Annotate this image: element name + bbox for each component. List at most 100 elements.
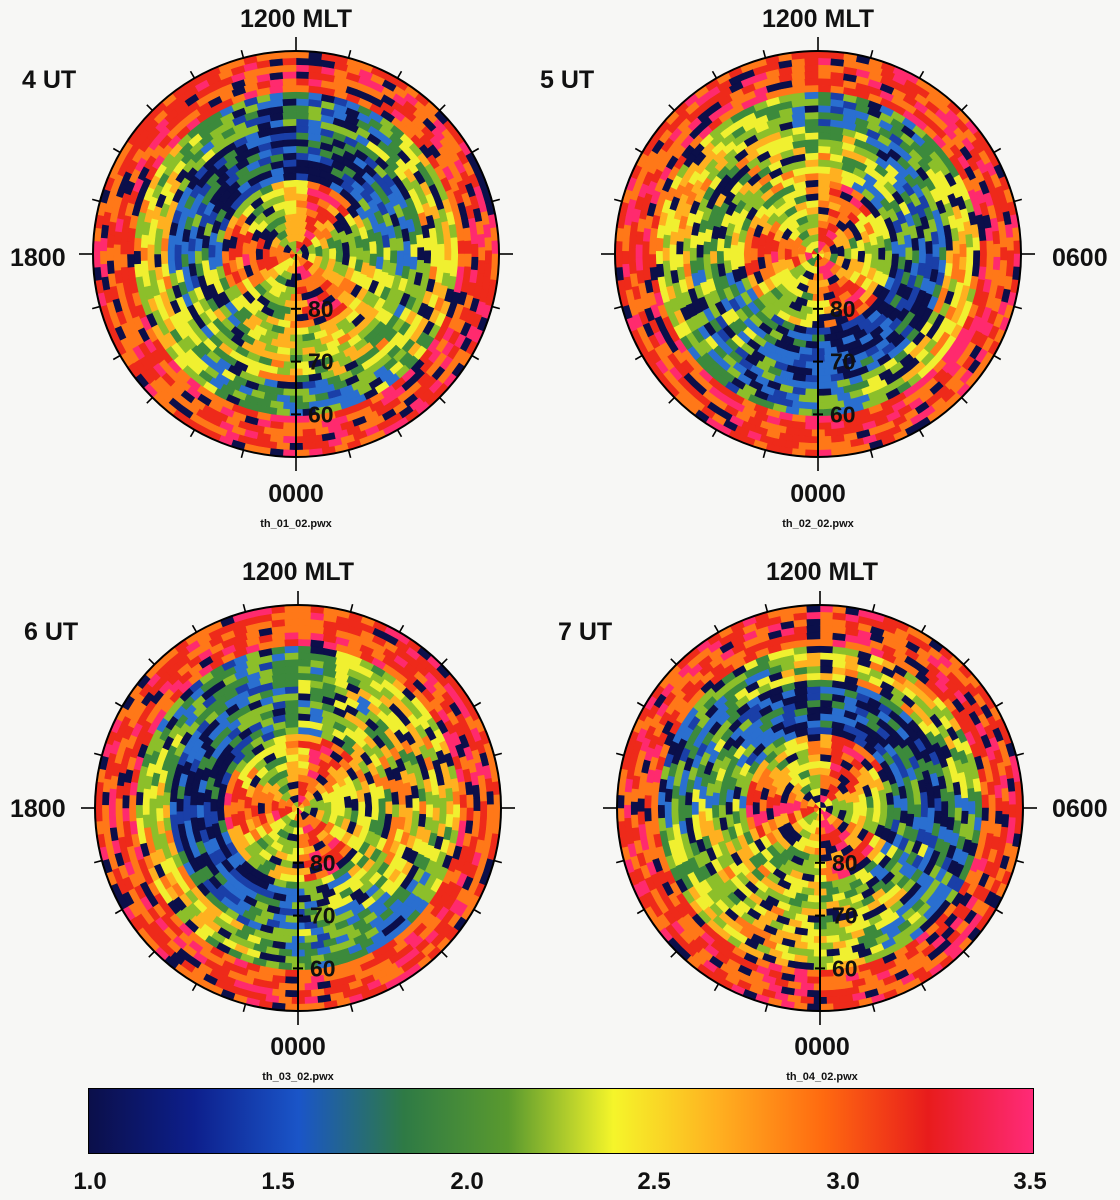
mlt-tick — [670, 658, 678, 666]
mlt-tick — [146, 396, 154, 404]
mlt-tick — [471, 147, 480, 154]
mlt-tick — [112, 354, 121, 361]
mlt-tick — [634, 354, 643, 361]
panel2-right-label: 0600 — [1052, 244, 1108, 272]
mlt-tick — [347, 449, 352, 459]
mlt-tick — [189, 70, 196, 79]
mlt-tick — [613, 198, 623, 203]
panel3-filename: th_03_02.pwx — [262, 1071, 334, 1083]
latitude-label: 60 — [308, 401, 334, 427]
colorbar-tick: 2.5 — [637, 1168, 671, 1195]
panel3-bottom-label: 0000 — [270, 1033, 326, 1061]
colorbar-tick: 3.0 — [826, 1168, 860, 1195]
panel4-top-label: 1200 MLT — [765, 558, 879, 586]
panel1-bottom-label: 0000 — [268, 480, 324, 508]
mlt-tick — [871, 603, 876, 613]
panel4-right-label: 0600 — [1052, 795, 1108, 823]
mlt-tick — [1015, 752, 1025, 757]
panel4-filename: th_04_02.pwx — [786, 1071, 858, 1083]
mlt-tick — [396, 70, 403, 79]
mlt-tick — [713, 624, 720, 633]
polar-plot-6ut: 80 70 60 — [81, 591, 515, 1025]
mlt-tick — [762, 49, 767, 59]
mlt-tick — [920, 983, 927, 992]
mlt-tick — [148, 658, 156, 666]
panel4-ut-label: 7 UT — [558, 618, 613, 646]
mlt-tick — [112, 147, 121, 154]
mlt-tick — [995, 701, 1004, 708]
mlt-tick — [398, 983, 405, 992]
mlt-tick — [148, 950, 156, 958]
mlt-tick — [191, 983, 198, 992]
panel2-filename: th_02_02.pwx — [782, 518, 854, 530]
latitude-label: 70 — [832, 903, 858, 929]
mlt-tick — [764, 603, 769, 613]
mlt-tick — [242, 1003, 247, 1013]
colorbar — [88, 1088, 1034, 1154]
mlt-tick — [636, 701, 645, 708]
panel1-top-label: 1200 MLT — [239, 5, 353, 33]
polar-cells — [93, 51, 499, 457]
panel1-ut-label: 4 UT — [22, 66, 77, 94]
mlt-tick — [473, 908, 482, 915]
mlt-tick — [615, 859, 625, 864]
mlt-tick — [711, 429, 718, 438]
mlt-tick — [114, 908, 123, 915]
mlt-tick — [869, 449, 874, 459]
polar-plot-7ut: 80 70 60 — [603, 591, 1037, 1025]
latitude-label: 70 — [310, 903, 336, 929]
mlt-tick — [918, 429, 925, 438]
mlt-tick — [711, 70, 718, 79]
mlt-tick — [960, 104, 968, 112]
mlt-tick — [189, 429, 196, 438]
mlt-tick — [993, 147, 1002, 154]
mlt-tick — [471, 354, 480, 361]
mlt-tick — [713, 983, 720, 992]
mlt-tick — [347, 49, 352, 59]
mlt-tick — [634, 147, 643, 154]
mlt-tick — [114, 701, 123, 708]
panel1-left-label: 1800 — [10, 244, 66, 272]
mlt-tick — [869, 49, 874, 59]
latitude-label: 70 — [308, 349, 334, 375]
latitude-label: 60 — [832, 955, 858, 981]
mlt-tick — [962, 658, 970, 666]
colorbar-tick: 3.5 — [1013, 1168, 1047, 1195]
panel2-bottom-label: 0000 — [790, 480, 846, 508]
mlt-tick — [240, 449, 245, 459]
mlt-tick — [960, 396, 968, 404]
mlt-tick — [1013, 305, 1023, 310]
mlt-tick — [962, 950, 970, 958]
mlt-tick — [668, 104, 676, 112]
colorbar-tick: 1.5 — [261, 1168, 295, 1195]
latitude-label: 60 — [310, 955, 336, 981]
mlt-tick — [668, 396, 676, 404]
mlt-tick — [491, 198, 501, 203]
latitude-label: 80 — [308, 296, 334, 322]
latitude-label: 80 — [310, 850, 336, 876]
polar-plot-4ut: 80 70 60 — [79, 37, 513, 471]
mlt-tick — [91, 305, 101, 310]
polar-cells — [617, 605, 1023, 1011]
mlt-tick — [613, 305, 623, 310]
mlt-tick — [995, 908, 1004, 915]
mlt-tick — [93, 752, 103, 757]
mlt-tick — [615, 752, 625, 757]
mlt-tick — [440, 658, 448, 666]
mlt-tick — [1013, 198, 1023, 203]
colorbar-tick: 1.0 — [73, 1168, 107, 1195]
mlt-tick — [473, 701, 482, 708]
mlt-tick — [1015, 859, 1025, 864]
latitude-label: 80 — [832, 850, 858, 876]
mlt-tick — [993, 354, 1002, 361]
panel3-top-label: 1200 MLT — [241, 558, 355, 586]
mlt-tick — [242, 603, 247, 613]
mlt-tick — [764, 1003, 769, 1013]
mlt-tick — [191, 624, 198, 633]
polar-plot-5ut: 80 70 60 — [601, 37, 1035, 471]
mlt-tick — [491, 305, 501, 310]
mlt-tick — [438, 396, 446, 404]
mlt-tick — [636, 908, 645, 915]
latitude-label: 70 — [830, 349, 856, 375]
mlt-tick — [918, 70, 925, 79]
